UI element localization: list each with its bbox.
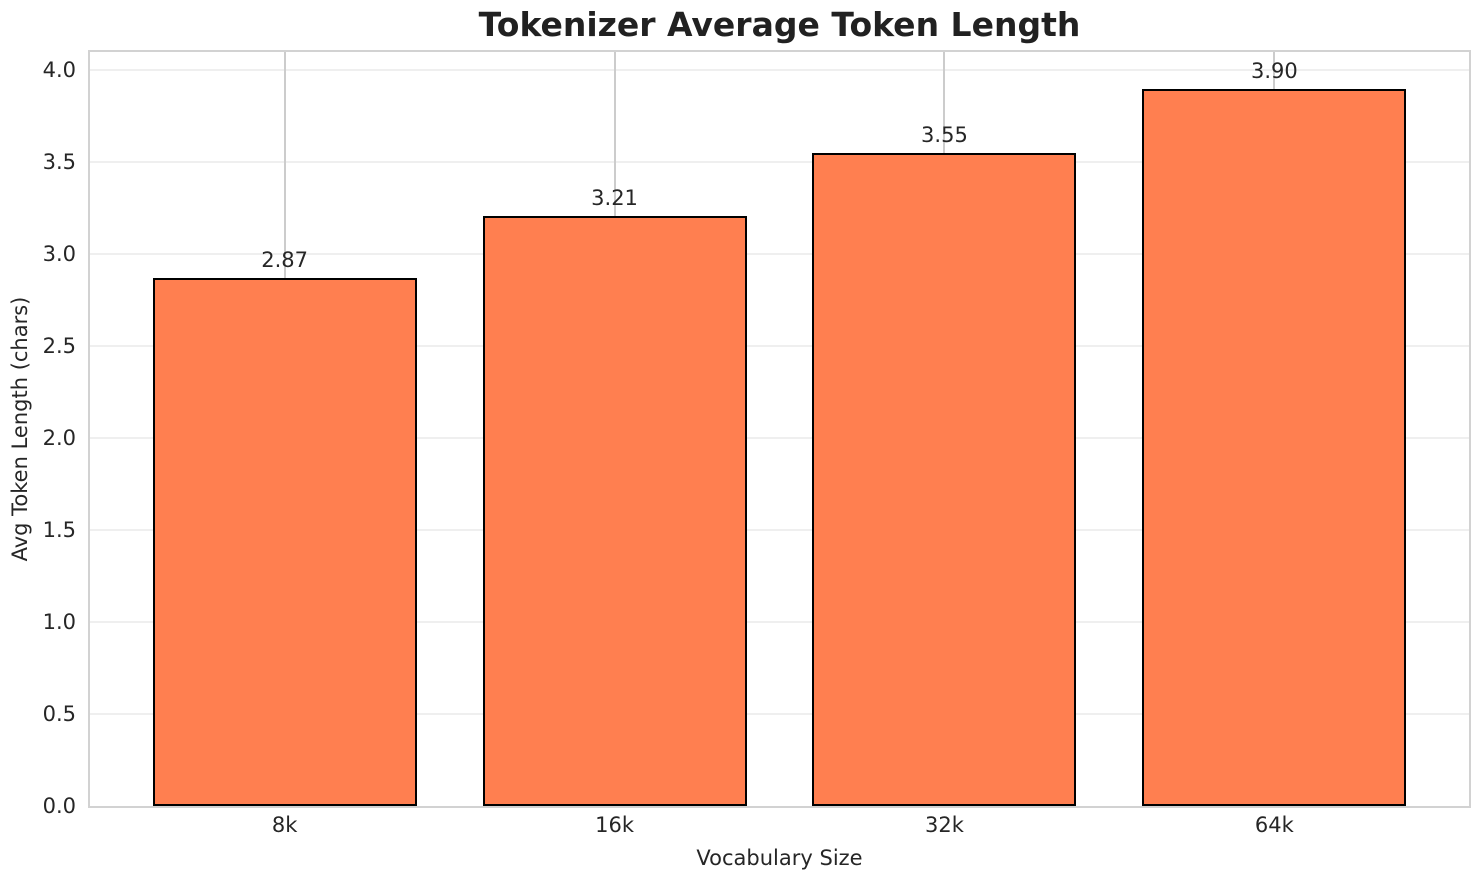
horizontal-gridline — [90, 621, 1469, 624]
y-tick-label: 1.0 — [42, 610, 76, 635]
x-tick-label: 16k — [595, 813, 634, 837]
horizontal-gridline — [90, 345, 1469, 348]
bar — [152, 278, 417, 806]
plot-area — [88, 50, 1471, 808]
chart-title: Tokenizer Average Token Length — [478, 5, 1081, 44]
x-axis-label: Vocabulary Size — [696, 846, 863, 870]
horizontal-gridline — [90, 253, 1469, 256]
bar-value-label: 3.55 — [921, 123, 968, 148]
bar-value-label: 3.90 — [1250, 58, 1298, 83]
y-tick-label: 0.5 — [42, 702, 76, 727]
y-tick-label: 4.0 — [42, 58, 76, 83]
y-tick-label: 3.5 — [42, 150, 76, 175]
x-tick-label: 64k — [1254, 813, 1294, 837]
bar — [812, 153, 1077, 806]
horizontal-gridline — [90, 69, 1469, 72]
horizontal-gridline — [90, 161, 1469, 164]
y-tick-label: 2.5 — [42, 334, 76, 359]
horizontal-gridline — [90, 713, 1469, 716]
bar-value-label: 2.87 — [261, 248, 309, 273]
y-tick-label: 3.0 — [42, 242, 76, 267]
horizontal-gridline — [90, 529, 1469, 532]
bar — [482, 215, 747, 806]
horizontal-gridline — [90, 437, 1469, 440]
bar-value-label: 3.21 — [591, 185, 638, 210]
y-tick-label: 0.0 — [42, 794, 76, 818]
y-tick-label: 1.5 — [42, 518, 76, 543]
x-tick-label: 32k — [924, 813, 964, 837]
bar — [1142, 88, 1407, 806]
x-tick-label: 8k — [271, 813, 298, 837]
y-tick-label: 2.0 — [42, 426, 76, 451]
